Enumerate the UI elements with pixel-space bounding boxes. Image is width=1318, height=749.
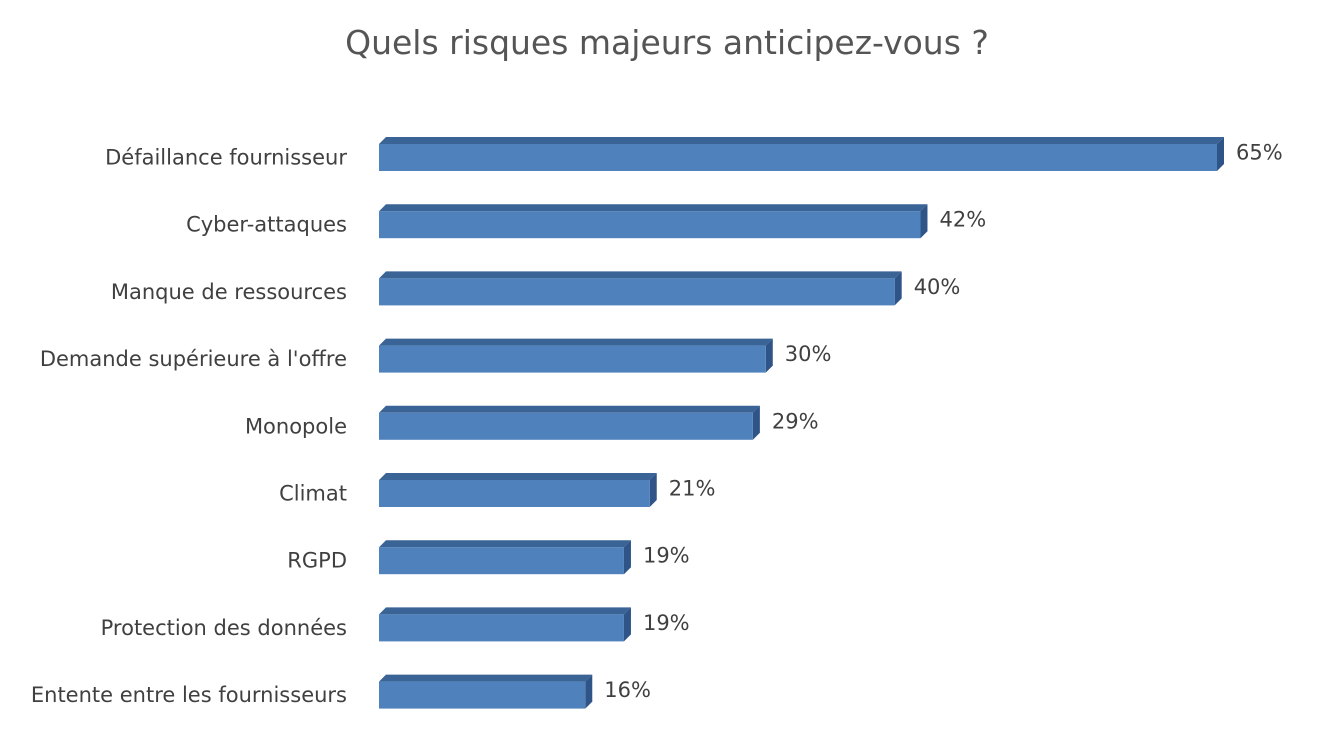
category-label: Protection des données xyxy=(101,616,347,640)
bar-top-face xyxy=(379,338,773,346)
bar-side-face xyxy=(765,338,773,373)
bar-top-face xyxy=(379,405,760,413)
bar-side-face xyxy=(920,204,928,239)
bar-top-face xyxy=(379,540,631,548)
bar xyxy=(379,211,921,239)
bar-top-face xyxy=(379,473,657,480)
bar xyxy=(379,412,753,440)
category-label: Manque de ressources xyxy=(111,280,347,304)
category-label: Cyber-attaques xyxy=(186,213,347,237)
data-label: 42% xyxy=(939,208,986,232)
bar-side-face xyxy=(1217,137,1224,171)
category-label: Demande supérieure à l'offre xyxy=(40,347,347,371)
data-label: 19% xyxy=(643,544,690,568)
bar xyxy=(379,144,1217,171)
bar-side-face xyxy=(894,271,902,306)
category-label: Monopole xyxy=(245,414,347,438)
data-label: 65% xyxy=(1236,141,1283,165)
data-label: 29% xyxy=(772,409,819,433)
bar-side-face xyxy=(752,405,760,440)
bar xyxy=(379,614,624,642)
data-label: 30% xyxy=(785,342,832,366)
bar-top-face xyxy=(379,271,902,279)
bar xyxy=(379,278,895,306)
category-labels: Défaillance fournisseur Cyber-attaques Man… xyxy=(31,146,347,708)
bar xyxy=(379,480,650,507)
bar xyxy=(379,547,624,575)
chart-title: Quels risques majeurs anticipez-vous ? xyxy=(345,23,989,62)
bar xyxy=(379,345,766,373)
category-label: RGPD xyxy=(287,549,347,573)
bars-group xyxy=(379,137,1224,709)
bar-top-face xyxy=(379,674,593,682)
bar-side-face xyxy=(623,607,631,642)
data-label: 40% xyxy=(914,275,961,299)
category-label: Entente entre les fournisseurs xyxy=(31,683,347,707)
value-labels: 65% 42% 40% 30% 29% 21% 19% 19% 16% xyxy=(604,141,1282,703)
bar-top-face xyxy=(379,204,928,212)
bar xyxy=(379,681,586,709)
data-label: 19% xyxy=(643,611,690,635)
data-label: 16% xyxy=(604,678,651,702)
data-label: 21% xyxy=(669,477,716,501)
bar-top-face xyxy=(379,607,631,615)
category-label: Climat xyxy=(279,482,347,506)
bar-side-face xyxy=(649,473,657,507)
bar-side-face xyxy=(585,674,593,709)
category-label: Défaillance fournisseur xyxy=(105,146,347,170)
bar-top-face xyxy=(379,137,1224,144)
bar-side-face xyxy=(623,540,631,575)
